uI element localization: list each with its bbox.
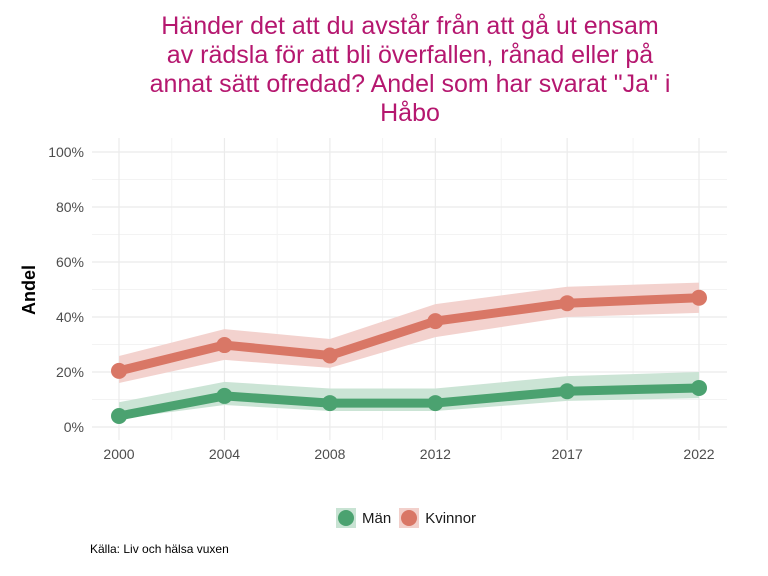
data-point	[111, 362, 127, 379]
x-tick-label: 2022	[683, 446, 714, 462]
legend-key-man	[336, 508, 356, 528]
y-axis-ticks: 0% 20% 40% 60% 80% 100%	[48, 144, 84, 435]
data-point	[691, 379, 707, 396]
y-tick-label: 20%	[56, 364, 84, 380]
legend-item-man: Män	[336, 508, 391, 528]
data-point	[691, 289, 707, 306]
chart-title: Händer det att du avstår från att gå ut …	[100, 12, 720, 128]
series-line-man	[114, 383, 704, 421]
data-point	[321, 395, 338, 412]
data-point	[559, 295, 576, 312]
legend: Män Kvinnor	[336, 508, 484, 528]
y-tick-label: 40%	[56, 309, 84, 325]
legend-dot-icon	[401, 510, 418, 526]
series-lines	[114, 293, 704, 421]
data-point	[559, 383, 576, 400]
x-tick-label: 2004	[209, 446, 240, 462]
data-point	[427, 395, 444, 412]
series-line-kvinnor	[114, 293, 704, 376]
confidence-band-man	[119, 372, 699, 419]
x-axis-ticks: 2000 2004 2008 2012 2017 2022	[103, 446, 714, 462]
data-point	[111, 408, 127, 424]
y-tick-label: 60%	[56, 254, 84, 270]
y-tick-label: 100%	[48, 144, 84, 160]
title-line: Händer det att du avstår från att gå ut …	[161, 12, 659, 40]
data-point	[321, 347, 338, 364]
caption: Källa: Liv och hälsa vuxen	[90, 542, 229, 556]
x-tick-label: 2017	[552, 446, 583, 462]
y-tick-label: 80%	[56, 199, 84, 215]
data-points	[111, 289, 707, 424]
data-point	[427, 313, 444, 330]
x-tick-label: 2008	[314, 446, 345, 462]
title-line: av rädsla för att bli överfallen, rånad …	[166, 41, 654, 69]
x-tick-label: 2012	[420, 446, 451, 462]
legend-item-kvinnor: Kvinnor	[399, 508, 476, 528]
data-point	[216, 387, 233, 404]
title-line: Håbo	[380, 99, 440, 127]
title-line: annat sätt ofredad? Andel som har svarat…	[149, 70, 671, 98]
legend-label: Kvinnor	[425, 509, 477, 527]
y-tick-label: 0%	[64, 419, 84, 435]
legend-dot-icon	[338, 510, 354, 526]
data-point	[216, 337, 233, 354]
legend-key-kvinnor	[399, 508, 420, 528]
x-tick-label: 2000	[103, 446, 134, 462]
legend-label: Män	[362, 509, 392, 527]
y-axis-label: Andel	[19, 265, 39, 315]
